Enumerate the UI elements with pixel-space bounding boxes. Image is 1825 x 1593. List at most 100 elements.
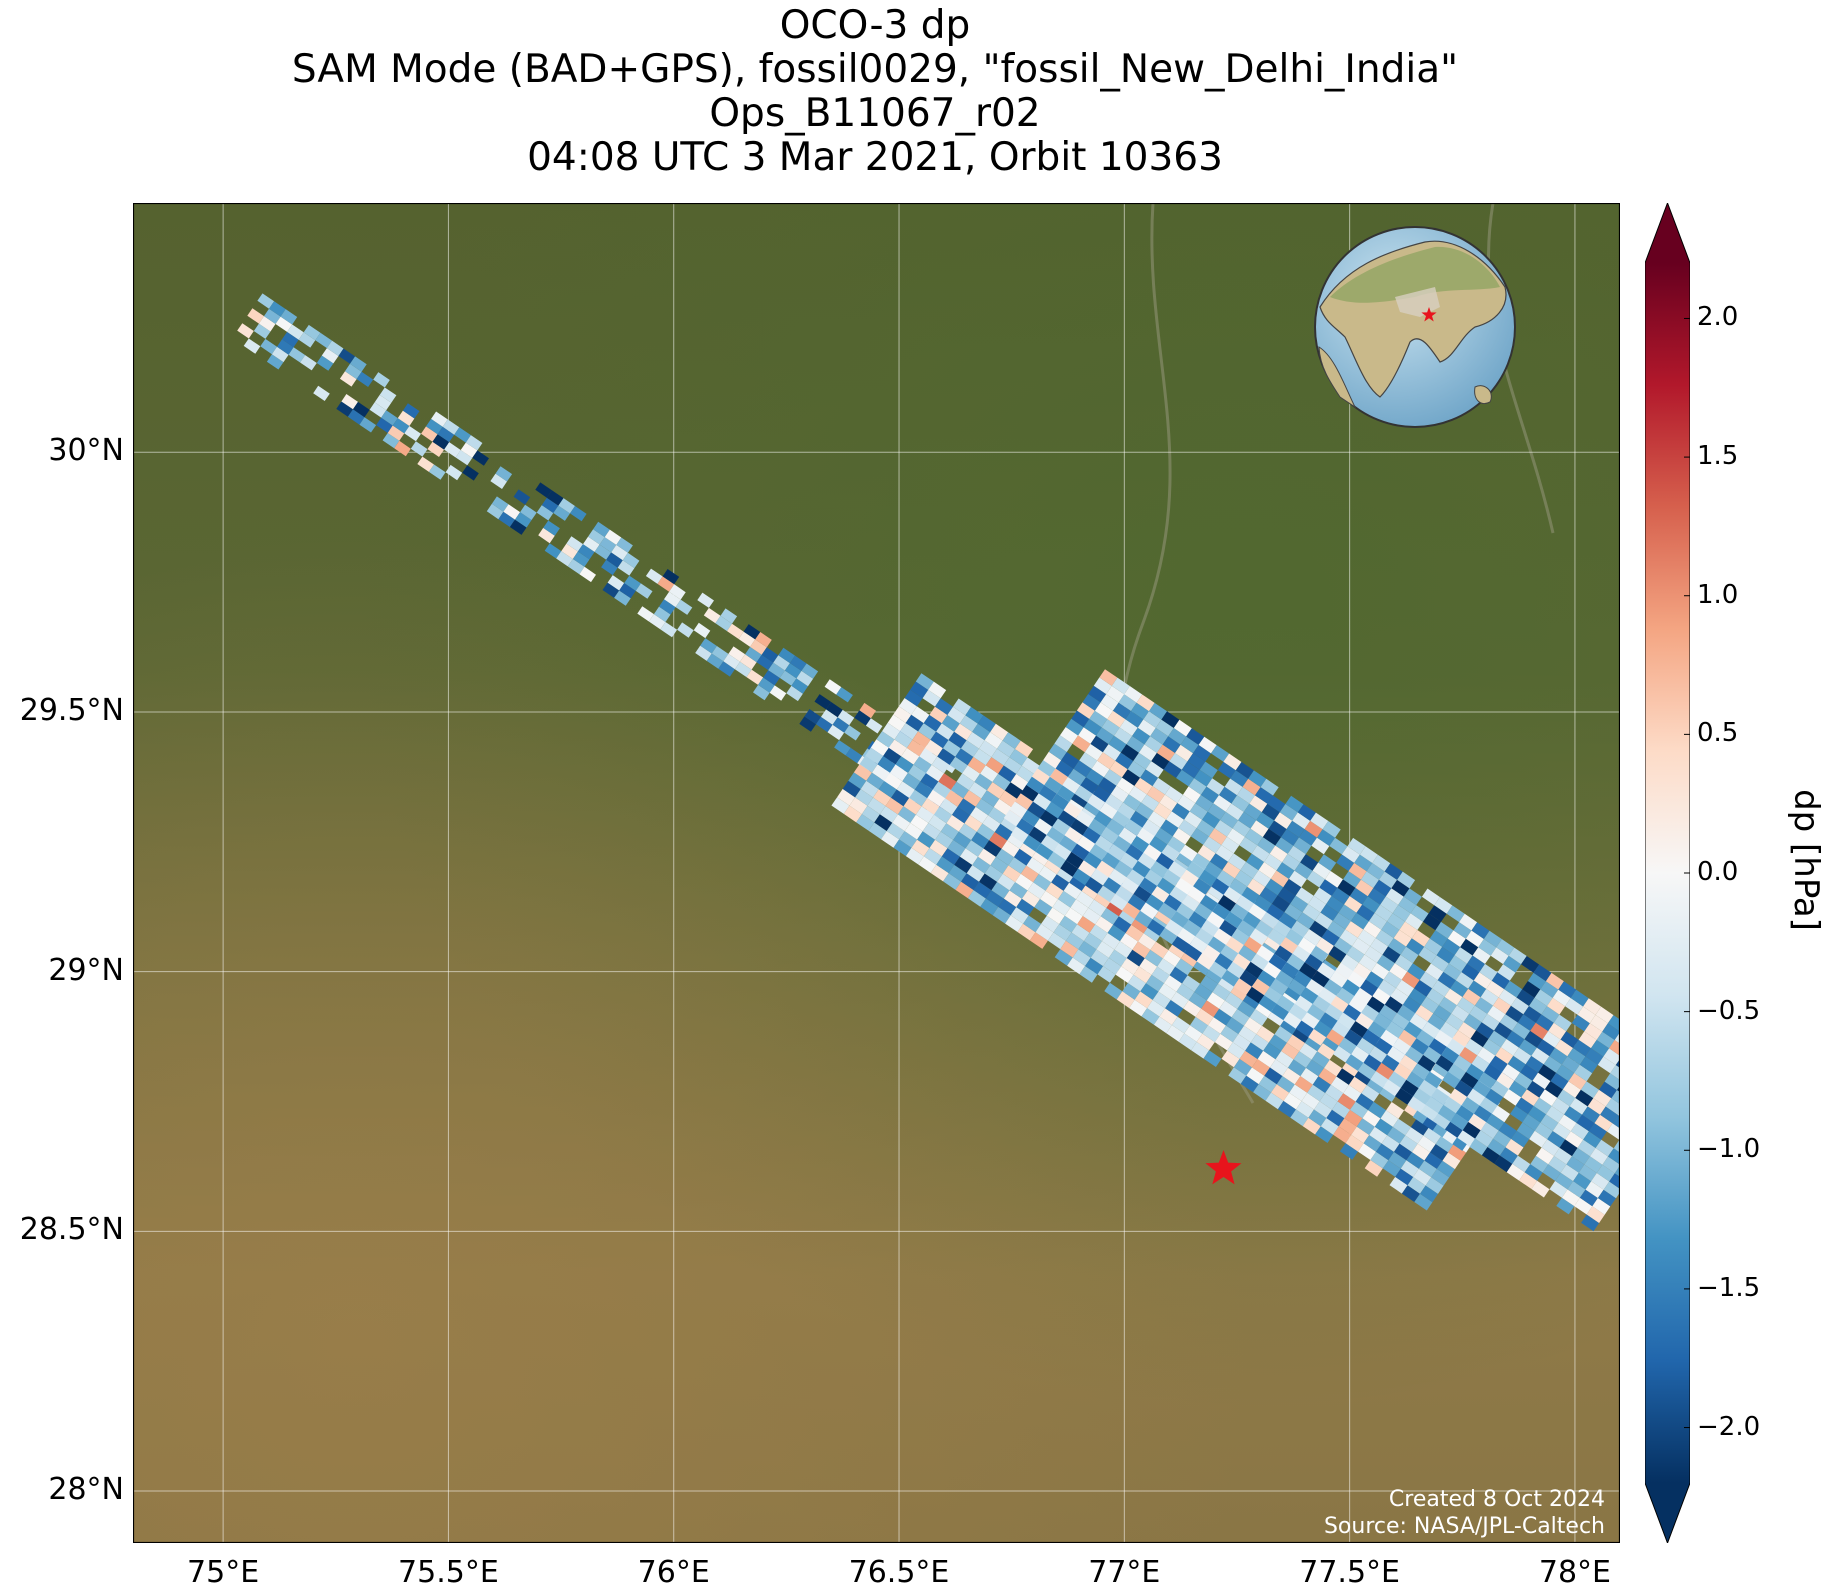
- sounding-footprint: [1313, 887, 1332, 905]
- sounding-footprint: [1456, 997, 1475, 1014]
- sounding-footprint: [1250, 1034, 1269, 1051]
- sounding-footprint: [769, 685, 787, 701]
- sounding-footprint: [1345, 921, 1364, 938]
- sounding-footprint: [1385, 888, 1404, 905]
- sounding-footprint: [1325, 1084, 1344, 1102]
- sounding-footprint: [1184, 944, 1203, 962]
- sounding-footprint: [1144, 949, 1163, 967]
- sounding-footprint: [1471, 922, 1490, 939]
- sounding-footprint: [1176, 983, 1195, 1001]
- figure-title: OCO-3 dp SAM Mode (BAD+GPS), fossil0029,…: [130, 4, 1620, 180]
- sounding-footprint: [886, 822, 905, 840]
- sounding-footprint: [437, 426, 455, 443]
- sounding-footprint: [1389, 963, 1408, 980]
- sounding-footprint: [1406, 938, 1425, 955]
- sounding-footprint: [1181, 894, 1200, 912]
- sounding-footprint: [1352, 937, 1371, 955]
- sounding-footprint: [1000, 815, 1019, 833]
- sounding-footprint: [1133, 966, 1152, 984]
- sounding-footprint: [1171, 1016, 1190, 1034]
- sounding-footprint: [1176, 902, 1195, 920]
- sounding-footprint: [1494, 1022, 1513, 1039]
- sounding-footprint: [1120, 933, 1138, 950]
- sounding-footprint: [1420, 1185, 1438, 1203]
- sounding-footprint: [984, 865, 1003, 882]
- sounding-footprint: [1342, 979, 1360, 996]
- sounding-footprint: [1246, 1067, 1265, 1085]
- sounding-footprint: [1169, 966, 1188, 984]
- sounding-footprint: [1547, 1131, 1566, 1148]
- sounding-footprint: [1145, 761, 1164, 778]
- map-panel[interactable]: Created 8 Oct 2024 Source: NASA/JPL-Calt…: [132, 202, 1621, 1544]
- sounding-footprint: [1287, 845, 1306, 863]
- sounding-footprint: [1020, 784, 1039, 802]
- sounding-footprint: [1395, 1168, 1414, 1186]
- map-canvas[interactable]: Created 8 Oct 2024 Source: NASA/JPL-Calt…: [132, 202, 1621, 1544]
- sounding-footprint: [1136, 827, 1155, 845]
- sounding-footprint: [918, 723, 937, 740]
- sounding-footprint: [1487, 1138, 1506, 1156]
- sounding-footprint: [1045, 801, 1064, 819]
- sounding-footprint: [1542, 1031, 1561, 1048]
- sounding-footprint: [669, 584, 686, 600]
- sounding-footprint: [999, 790, 1018, 808]
- sounding-footprint: [873, 789, 892, 806]
- longitude-tick-label: 77°E: [1088, 1555, 1161, 1590]
- sounding-footprint: [1064, 826, 1083, 844]
- sounding-footprint: [996, 848, 1014, 866]
- sounding-footprint: [1245, 961, 1264, 979]
- colorbar: [1644, 201, 1691, 1545]
- sounding-footprint: [1330, 995, 1349, 1013]
- sounding-footprint: [1107, 710, 1126, 728]
- sounding-footprint: [1260, 912, 1279, 929]
- sounding-footprint: [936, 856, 955, 874]
- sounding-footprint: [1612, 1115, 1620, 1129]
- sounding-footprint: [1583, 998, 1602, 1015]
- sounding-footprint: [1237, 786, 1255, 804]
- sounding-footprint: [1339, 929, 1358, 947]
- target-star-marker: [1205, 1150, 1242, 1185]
- sounding-footprint: [915, 806, 934, 823]
- sounding-footprint: [1226, 1017, 1244, 1034]
- sounding-footprint: [1567, 1048, 1586, 1065]
- sounding-footprint: [1221, 969, 1240, 987]
- sounding-footprint: [1170, 911, 1189, 928]
- sounding-footprint: [1338, 1037, 1357, 1055]
- sounding-footprint: [982, 815, 1001, 832]
- sounding-footprint: [1134, 910, 1153, 928]
- sounding-footprint: [978, 848, 996, 866]
- sounding-footprint: [1579, 1056, 1598, 1074]
- sounding-footprint: [949, 756, 968, 774]
- sounding-footprint: [1330, 1076, 1349, 1094]
- sounding-footprint: [1027, 882, 1046, 899]
- sounding-footprint: [1202, 1025, 1221, 1043]
- sounding-footprint: [761, 647, 779, 663]
- sounding-footprint: [1329, 970, 1348, 988]
- sounding-footprint: [1212, 983, 1231, 1001]
- sounding-footprint: [1207, 936, 1226, 954]
- sounding-footprint: [1444, 1121, 1463, 1139]
- sounding-footprint: [402, 403, 420, 419]
- sounding-footprint: [1252, 1059, 1270, 1076]
- sounding-footprint: [1398, 896, 1417, 914]
- sounding-footprint: [1127, 894, 1146, 911]
- sounding-footprint: [1157, 958, 1176, 976]
- sounding-footprint: [1578, 1031, 1597, 1049]
- sounding-footprint: [1344, 1029, 1363, 1046]
- sounding-footprint: [1182, 786, 1201, 804]
- sounding-footprint: [1401, 1185, 1420, 1202]
- sounding-footprint: [1496, 1072, 1515, 1089]
- sounding-footprint: [1561, 1056, 1580, 1073]
- sounding-footprint: [1274, 945, 1293, 963]
- sounding-footprint: [1431, 1088, 1450, 1105]
- sounding-footprint: [1077, 835, 1096, 853]
- sounding-footprint: [1005, 915, 1024, 932]
- sounding-footprint: [648, 614, 666, 630]
- sounding-footprint: [923, 714, 942, 732]
- sounding-footprint: [1219, 786, 1237, 804]
- sounding-footprint: [1236, 895, 1254, 912]
- sounding-footprint: [1475, 1130, 1494, 1147]
- sounding-footprint: [1083, 852, 1102, 869]
- sounding-footprint: [1371, 962, 1390, 980]
- sounding-footprint: [1597, 1056, 1616, 1074]
